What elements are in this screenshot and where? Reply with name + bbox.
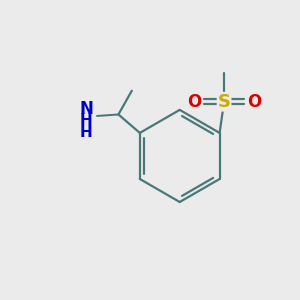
- Text: S: S: [218, 93, 231, 111]
- Text: O: O: [187, 93, 202, 111]
- Text: H: H: [80, 124, 93, 140]
- Text: N: N: [80, 100, 93, 118]
- Text: H: H: [80, 113, 93, 128]
- Text: O: O: [247, 93, 261, 111]
